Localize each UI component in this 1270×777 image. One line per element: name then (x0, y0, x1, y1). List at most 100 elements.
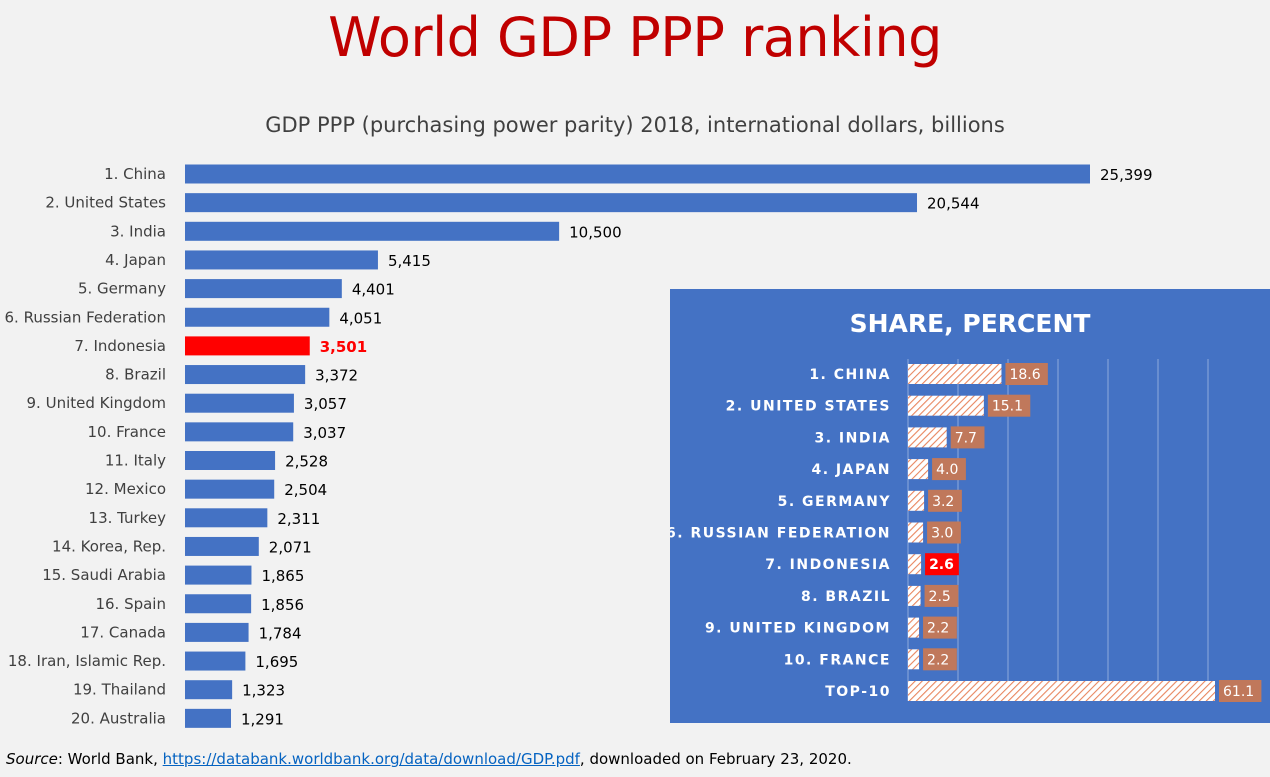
category-label: 6. Russian Federation (5, 308, 166, 326)
value-label: 3,501 (320, 338, 367, 356)
category-label: 15. Saudi Arabia (42, 566, 166, 584)
chart-title: World GDP PPP ranking (328, 6, 942, 69)
share-category-label: 4. JAPAN (811, 462, 891, 478)
chart-subtitle: GDP PPP (purchasing power parity) 2018, … (265, 113, 1005, 137)
bar (185, 336, 310, 356)
value-label: 1,323 (242, 682, 285, 700)
value-label: 2,504 (284, 481, 327, 499)
share-category-label: 10. FRANCE (784, 652, 891, 668)
share-category-label: 8. BRAZIL (801, 589, 891, 605)
source-suffix: , downloaded on February 23, 2020. (579, 750, 852, 768)
value-label: 2,311 (277, 510, 320, 528)
share-bar (908, 395, 984, 416)
value-label: 1,856 (261, 596, 304, 614)
share-bar (908, 617, 920, 638)
share-value-label: 2.6 (929, 557, 954, 573)
bar (185, 221, 560, 241)
bar (185, 680, 233, 700)
share-label-box (928, 489, 962, 512)
bar (185, 451, 276, 470)
share-bar (908, 364, 1002, 384)
share-bar (908, 490, 925, 511)
value-label: 4,051 (339, 309, 382, 327)
category-label: 8. Brazil (105, 366, 166, 384)
share-category-label: 1. CHINA (809, 367, 891, 383)
share-label-box (950, 426, 985, 449)
category-label: 9. United Kingdom (27, 394, 166, 412)
share-value-label: 4.0 (936, 462, 958, 478)
share-value-label: 2.2 (927, 652, 949, 668)
source-note: Source: World Bank, https://databank.wor… (6, 750, 852, 768)
share-value-label: 3.2 (932, 494, 954, 510)
value-label: 1,695 (255, 653, 298, 671)
bar (185, 622, 249, 642)
value-label: 10,500 (569, 223, 622, 241)
share-value-label: 2.2 (927, 621, 949, 637)
share-bar (908, 585, 921, 606)
value-label: 5,415 (388, 252, 431, 270)
share-category-label: 7. INDONESIA (765, 557, 891, 573)
bar (185, 393, 294, 413)
share-value-label: 61.1 (1223, 684, 1254, 700)
value-label: 3,372 (315, 367, 358, 385)
value-label: 3,037 (303, 424, 346, 442)
source-link[interactable]: https://databank.worldbank.org/data/down… (162, 750, 580, 768)
bar (185, 536, 259, 556)
share-label-box (925, 553, 959, 576)
category-label: 3. India (110, 222, 166, 240)
share-category-label: 5. GERMANY (778, 494, 891, 510)
bar (185, 365, 306, 385)
share-value-label: 18.6 (1009, 367, 1040, 383)
category-label: 12. Mexico (85, 480, 166, 498)
share-category-label: 6. RUSSIAN FEDERATION (670, 526, 891, 542)
bar (185, 250, 378, 270)
share-label-box (1219, 680, 1262, 702)
bar (185, 164, 1090, 184)
share-category-label: 3. INDIA (814, 430, 891, 446)
share-label-box (923, 648, 957, 671)
share-label-box (987, 394, 1031, 417)
value-label: 3,057 (304, 395, 347, 413)
category-label: 17. Canada (80, 623, 166, 641)
share-bar (908, 554, 922, 575)
value-label: 1,865 (261, 567, 304, 585)
source-prefix: : World Bank, (57, 750, 163, 768)
share-label-box (923, 616, 957, 639)
bar (185, 708, 232, 728)
bar (185, 479, 275, 499)
share-bar-chart: 1. CHINA 18.6 2. UNITED STATES 15.1 3. INDIA… (670, 359, 1262, 702)
share-bar (908, 459, 929, 480)
share-category-label: 2. UNITED STATES (726, 399, 891, 415)
category-label: 19. Thailand (73, 681, 166, 699)
bar (185, 307, 330, 327)
value-label: 2,528 (285, 453, 328, 471)
value-label: 2,071 (269, 538, 312, 556)
bar (185, 651, 246, 671)
bar (185, 565, 252, 585)
bar (185, 594, 252, 614)
category-label: 14. Korea, Rep. (52, 537, 166, 555)
share-bar (908, 427, 947, 448)
category-label: 20. Australia (71, 709, 166, 727)
bar (185, 422, 294, 442)
bar (185, 279, 342, 299)
category-label: 7. Indonesia (74, 337, 166, 355)
share-label-box (1005, 363, 1048, 385)
category-label: 4. Japan (105, 251, 166, 269)
category-label: 2. United States (45, 194, 166, 212)
category-label: 13. Turkey (89, 509, 167, 527)
share-label-box (924, 584, 959, 607)
share-bar (908, 522, 924, 543)
share-category-label: 9. UNITED KINGDOM (705, 621, 891, 637)
source-label: Source (6, 750, 58, 768)
category-label: 10. France (87, 423, 166, 441)
share-category-label: TOP-10 (825, 684, 891, 700)
share-value-label: 15.1 (992, 399, 1023, 415)
share-bar (908, 681, 1215, 701)
gdp-bar-chart: 1. China 25,399 2. United States 20,544 3. I… (5, 164, 1153, 728)
value-label: 20,544 (927, 195, 980, 213)
share-label-box (927, 521, 961, 544)
bar (185, 193, 918, 213)
share-label-box (932, 458, 966, 481)
value-label: 1,291 (241, 710, 284, 728)
